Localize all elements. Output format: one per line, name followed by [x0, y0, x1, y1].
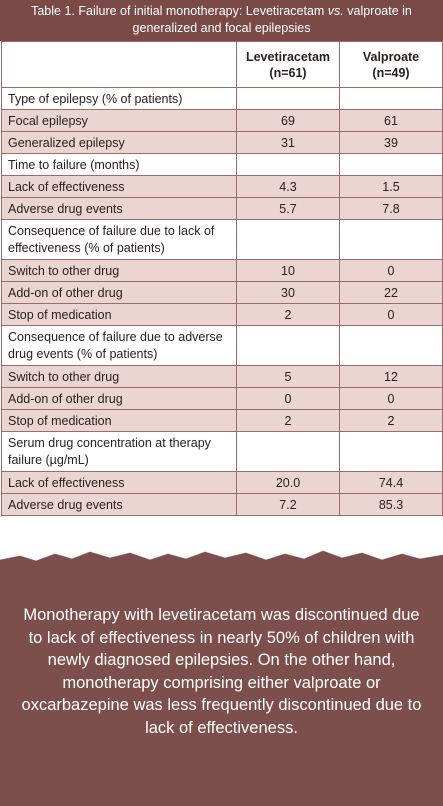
row-label: Consequence of failure due to lack of ef…: [1, 219, 237, 260]
cell-valproate: 61: [339, 109, 443, 132]
cell-levetiracetam: [236, 325, 340, 366]
row-label: Serum drug concentration at therapy fail…: [1, 431, 237, 472]
table-caption: Table 1. Failure of initial monotherapy:…: [0, 0, 443, 41]
cell-levetiracetam: 2: [236, 409, 340, 432]
table-header-row: Levetiracetam (n=61) Valproate (n=49): [1, 41, 443, 88]
cell-levetiracetam: 20.0: [236, 471, 340, 494]
cell-levetiracetam: [236, 87, 340, 110]
table-row-section: Consequence of failure due to lack of ef…: [1, 219, 443, 260]
caption-suffix: valproate in generalized and focal epile…: [132, 4, 412, 35]
table-row-section: Type of epilepsy (% of patients): [1, 87, 443, 110]
results-table: Levetiracetam (n=61) Valproate (n=49) Ty…: [1, 41, 443, 516]
row-label: Adverse drug events: [1, 197, 237, 220]
table-row: Switch to other drug 5 12: [1, 365, 443, 388]
caption-vs: vs.: [327, 4, 344, 18]
table-row: Adverse drug events 7.2 85.3: [1, 493, 443, 516]
table-row: Adverse drug events 5.7 7.8: [1, 197, 443, 220]
cell-valproate: 0: [339, 387, 443, 410]
header-levetiracetam: Levetiracetam (n=61): [236, 41, 340, 88]
cell-levetiracetam: [236, 219, 340, 260]
summary-text: Monotherapy with levetiracetam was disco…: [21, 606, 422, 737]
row-label: Switch to other drug: [1, 365, 237, 388]
table-row-section: Time to failure (months): [1, 153, 443, 176]
summary-banner: Monotherapy with levetiracetam was disco…: [0, 548, 443, 806]
cell-valproate: 0: [339, 303, 443, 326]
cell-levetiracetam: 5: [236, 365, 340, 388]
cell-valproate: 85.3: [339, 493, 443, 516]
cell-levetiracetam: 10: [236, 259, 340, 282]
table-row-section: Serum drug concentration at therapy fail…: [1, 431, 443, 472]
cell-levetiracetam: 31: [236, 131, 340, 154]
row-label: Adverse drug events: [1, 493, 237, 516]
cell-levetiracetam: 69: [236, 109, 340, 132]
table-row: Switch to other drug 10 0: [1, 259, 443, 282]
row-label: Add-on of other drug: [1, 387, 237, 410]
cell-valproate: 22: [339, 281, 443, 304]
row-label: Switch to other drug: [1, 259, 237, 282]
row-label: Type of epilepsy (% of patients): [1, 87, 237, 110]
table-row: Add-on of other drug 30 22: [1, 281, 443, 304]
row-label: Stop of medication: [1, 409, 237, 432]
torn-paper-background: [0, 550, 443, 806]
cell-valproate: 74.4: [339, 471, 443, 494]
row-label: Focal epilepsy: [1, 109, 237, 132]
cell-levetiracetam: 2: [236, 303, 340, 326]
cell-valproate: [339, 325, 443, 366]
cell-valproate: [339, 431, 443, 472]
table-row: Lack of effectiveness 20.0 74.4: [1, 471, 443, 494]
cell-valproate: 1.5: [339, 175, 443, 198]
row-label: Stop of medication: [1, 303, 237, 326]
row-label: Consequence of failure due to adverse dr…: [1, 325, 237, 366]
cell-valproate: [339, 153, 443, 176]
table-row: Stop of medication 2 2: [1, 409, 443, 432]
table-row: Add-on of other drug 0 0: [1, 387, 443, 410]
cell-valproate: 2: [339, 409, 443, 432]
cell-valproate: 12: [339, 365, 443, 388]
cell-levetiracetam: 0: [236, 387, 340, 410]
caption-prefix: Table 1. Failure of initial monotherapy:…: [31, 4, 328, 18]
cell-valproate: 7.8: [339, 197, 443, 220]
cell-levetiracetam: [236, 431, 340, 472]
row-label: Generalized epilepsy: [1, 131, 237, 154]
cell-valproate: 39: [339, 131, 443, 154]
cell-levetiracetam: 5.7: [236, 197, 340, 220]
cell-valproate: [339, 87, 443, 110]
row-label: Lack of effectiveness: [1, 175, 237, 198]
header-valproate: Valproate (n=49): [339, 41, 443, 88]
header-blank-cell: [1, 41, 237, 88]
table-row-section: Consequence of failure due to adverse dr…: [1, 325, 443, 366]
cell-valproate: [339, 219, 443, 260]
table-row: Generalized epilepsy 31 39: [1, 131, 443, 154]
cell-valproate: 0: [339, 259, 443, 282]
table-row: Lack of effectiveness 4.3 1.5: [1, 175, 443, 198]
row-label: Lack of effectiveness: [1, 471, 237, 494]
table-row: Stop of medication 2 0: [1, 303, 443, 326]
row-label: Add-on of other drug: [1, 281, 237, 304]
cell-levetiracetam: 30: [236, 281, 340, 304]
row-label: Time to failure (months): [1, 153, 237, 176]
table-row: Focal epilepsy 69 61: [1, 109, 443, 132]
cell-levetiracetam: 4.3: [236, 175, 340, 198]
cell-levetiracetam: [236, 153, 340, 176]
cell-levetiracetam: 7.2: [236, 493, 340, 516]
